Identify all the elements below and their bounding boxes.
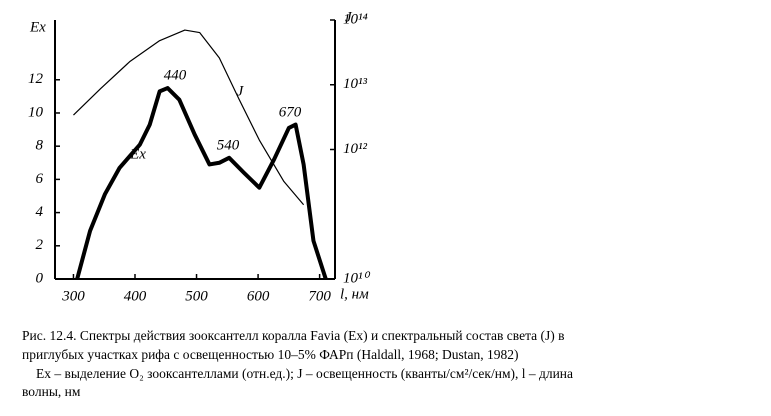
annotation: Eх [129,146,146,162]
caption-line: Рис. 12.4. Спектры действия зооксантелл … [22,328,565,343]
y-tick-label: 8 [36,138,44,154]
x-axis-label: l, нм [340,286,369,302]
series-line [73,29,305,206]
x-tick-label: 700 [308,288,331,304]
caption-line: приглубых участках рифа с освещенностью … [22,347,518,362]
x-tick-label: 600 [247,288,270,304]
x-tick-label: 500 [185,288,208,304]
y2-tick-label: 10¹⁰ [343,270,370,286]
y-tick-label: 0 [36,270,44,286]
annotation: J [237,83,245,99]
y-tick-label: 12 [28,71,44,87]
annotation: 540 [217,137,240,153]
y-tick-label: 6 [36,171,44,187]
annotation: 670 [279,104,302,120]
y2-tick-label: 10¹³ [343,76,367,92]
annotation: 440 [164,67,187,83]
y2-tick-label: 10¹⁴ [343,11,368,27]
caption-line: волны, нм [22,384,81,399]
x-tick-label: 300 [61,288,85,304]
y-tick-label: 2 [36,237,44,253]
series-line [75,86,328,280]
y-tick-label: 4 [36,204,44,220]
caption-line: Eх – выделение O₂ зооксантеллами (отн.ед… [36,366,573,381]
y2-axis-label: J [345,9,353,25]
y2-tick-label: 10¹² [343,141,367,157]
y-axis-label: Eх [29,19,46,35]
x-tick-label: 400 [124,288,147,304]
y-tick-label: 10 [28,104,44,120]
